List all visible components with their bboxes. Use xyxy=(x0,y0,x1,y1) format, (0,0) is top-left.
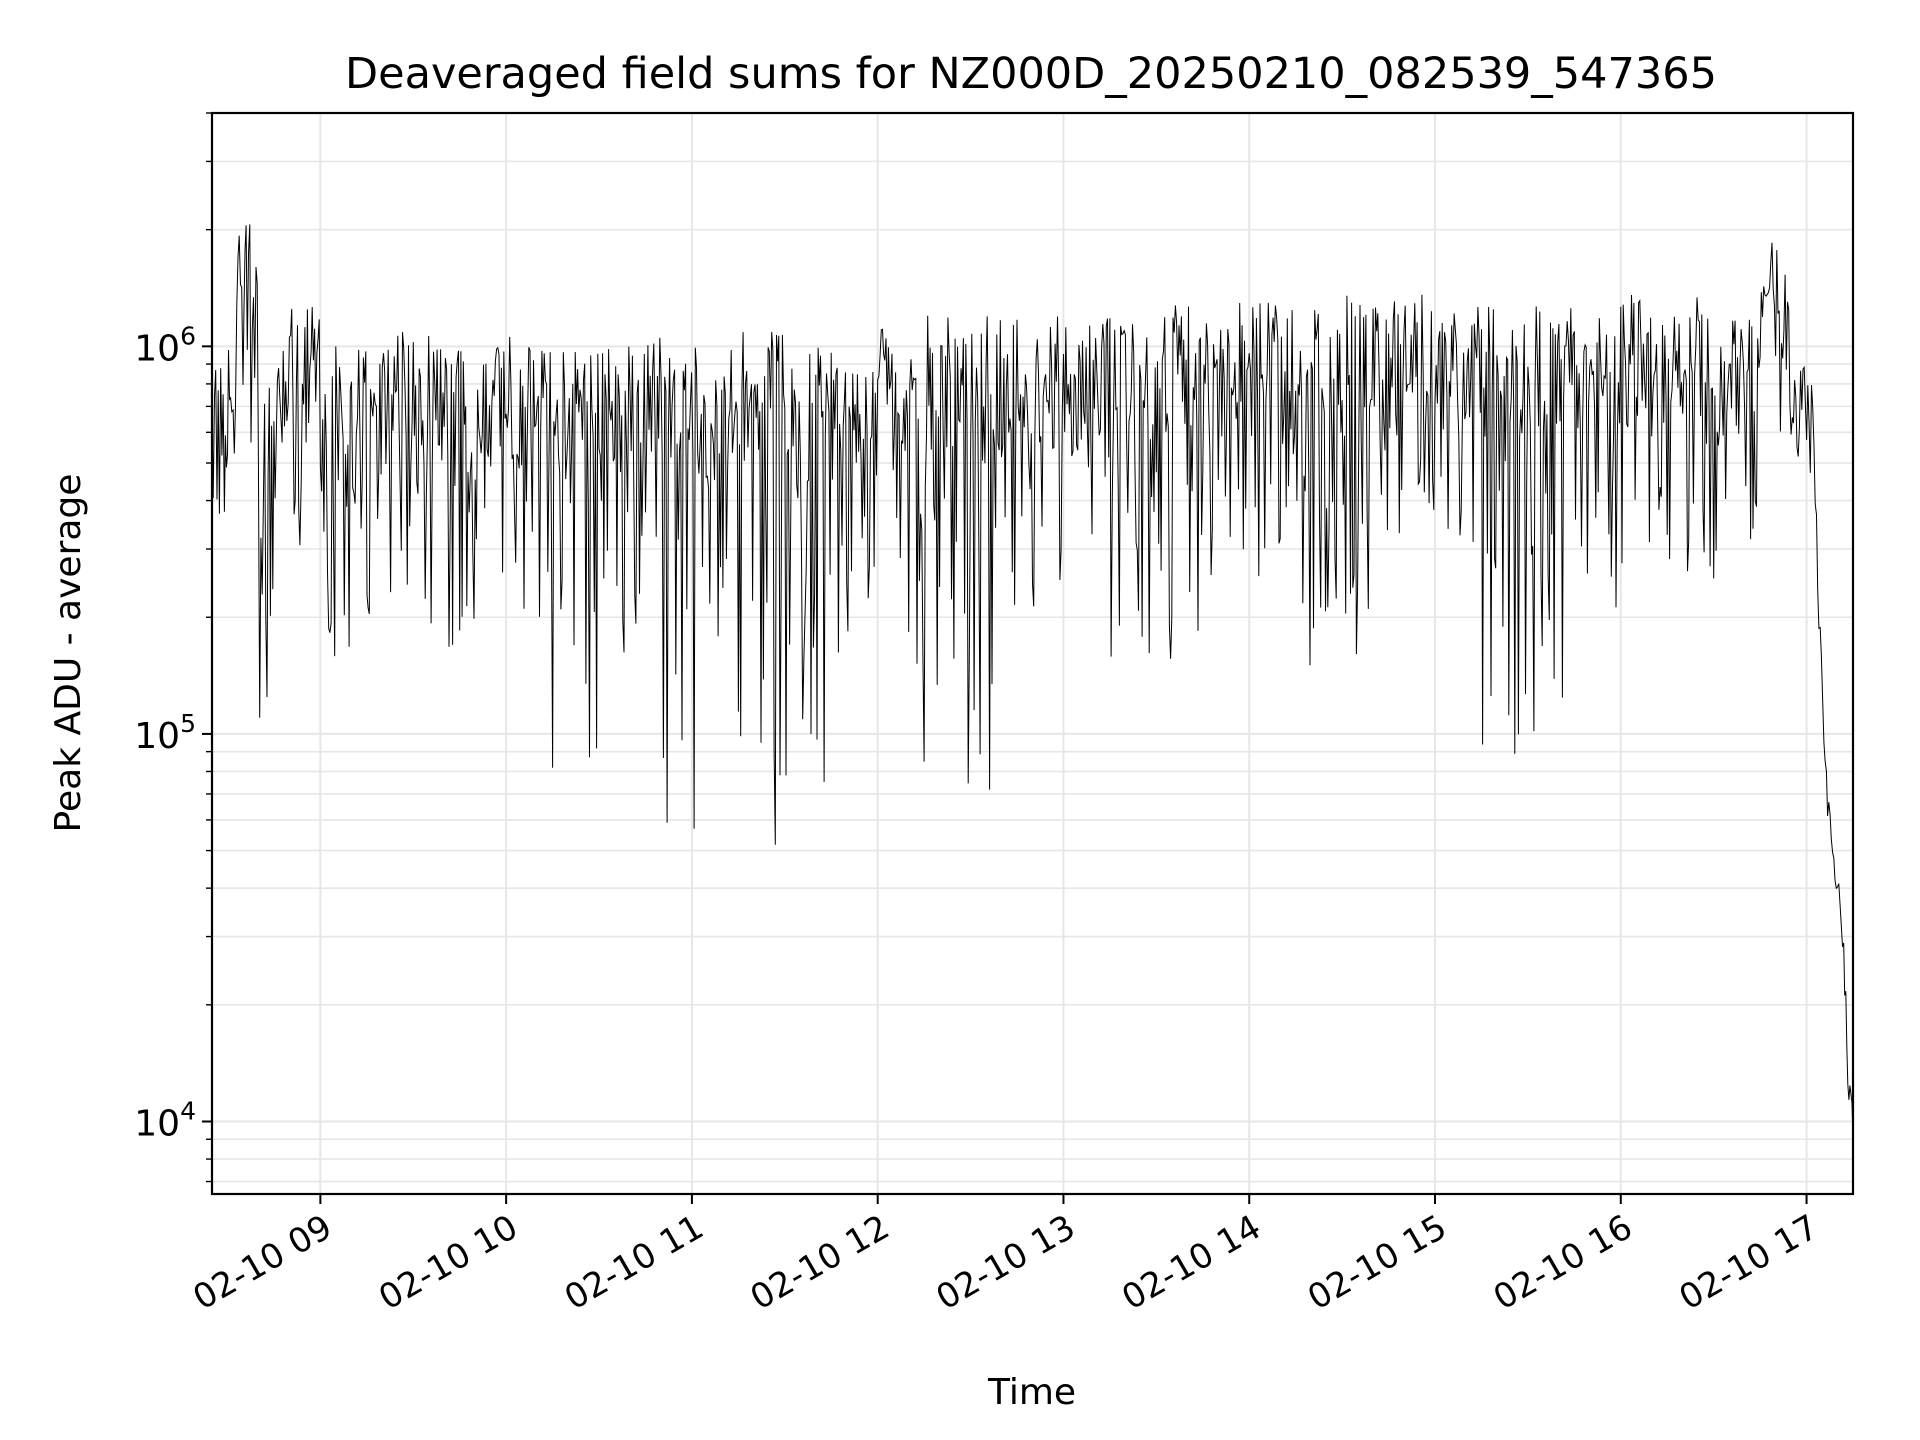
y-axis: 104 105 106 xyxy=(134,112,212,1183)
chart-title: Deaveraged field sums for NZ000D_2025021… xyxy=(345,49,1717,99)
x-tick-label: 02-10 17 xyxy=(1673,1207,1825,1318)
x-axis-label: Time xyxy=(987,1372,1076,1413)
grid xyxy=(212,112,1853,1194)
y-tick-label: 106 xyxy=(134,321,196,369)
x-tick-label: 02-10 15 xyxy=(1301,1207,1453,1318)
plot-frame xyxy=(210,111,1855,1196)
x-tick-label: 02-10 12 xyxy=(744,1207,896,1318)
x-tick-label: 02-10 09 xyxy=(186,1207,338,1318)
x-tick-label: 02-10 13 xyxy=(930,1207,1082,1318)
x-axis: 02-10 09 02-10 10 02-10 11 02-10 12 02-10 13… xyxy=(186,1194,1825,1318)
x-tick-label: 02-10 10 xyxy=(372,1207,524,1318)
x-tick-label: 02-10 16 xyxy=(1487,1207,1639,1318)
y-tick-label: 105 xyxy=(134,709,196,757)
y-axis-label: Peak ADU - average xyxy=(48,474,89,833)
y-tick-label: 104 xyxy=(134,1096,196,1144)
x-tick-label: 02-10 11 xyxy=(558,1207,710,1318)
series-line xyxy=(211,224,1854,1140)
x-tick-label: 02-10 14 xyxy=(1115,1207,1267,1318)
